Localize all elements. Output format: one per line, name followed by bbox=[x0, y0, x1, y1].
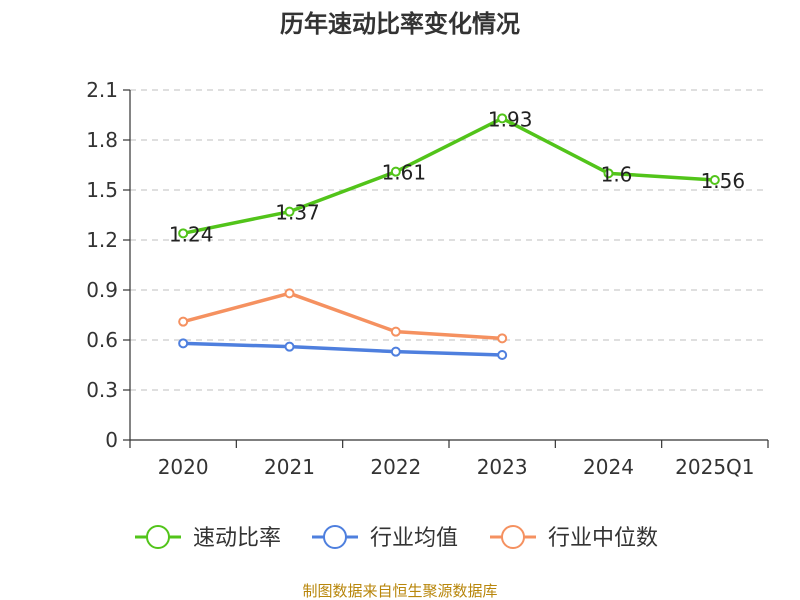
y-tick-label: 0.6 bbox=[86, 328, 118, 352]
legend-marker bbox=[146, 525, 170, 549]
source-note: 制图数据来自恒生聚源数据库 bbox=[302, 582, 497, 600]
y-tick-label: 0.3 bbox=[86, 378, 118, 402]
legend-label: 行业中位数 bbox=[548, 526, 658, 551]
y-tick-label: 0 bbox=[105, 428, 118, 452]
data-point[interactable] bbox=[284, 288, 295, 299]
legend-label: 行业均值 bbox=[370, 526, 458, 551]
data-label: 1.93 bbox=[488, 107, 533, 131]
y-tick-label: 2.1 bbox=[86, 78, 118, 102]
data-point[interactable] bbox=[497, 333, 508, 344]
y-tick-label: 1.8 bbox=[86, 128, 118, 152]
data-point[interactable] bbox=[603, 168, 614, 179]
axes: 0 0.3 0.6 0.9 1.2 1.5 1.8 2.1 2020 2021 2022 2023 20… bbox=[86, 78, 769, 479]
series-line bbox=[181, 341, 504, 357]
data-label: 1.6 bbox=[601, 162, 633, 186]
data-point[interactable] bbox=[178, 228, 189, 239]
y-tick-label: 1.5 bbox=[86, 178, 118, 202]
y-tick-label: 0.9 bbox=[86, 278, 118, 302]
series-line bbox=[181, 291, 504, 341]
x-tick-label: 2024 bbox=[583, 455, 634, 479]
x-tick-label: 2023 bbox=[477, 455, 528, 479]
data-label: 1.56 bbox=[701, 169, 746, 193]
x-tick-label: 2025Q1 bbox=[675, 455, 754, 479]
data-label: 1.24 bbox=[169, 222, 214, 246]
x-tick-label: 2022 bbox=[370, 455, 421, 479]
legend-item-0[interactable]: 速动比率 bbox=[135, 525, 281, 551]
y-tick-label: 1.2 bbox=[86, 228, 118, 252]
series-group bbox=[178, 113, 720, 360]
data-label: 1.61 bbox=[382, 161, 427, 185]
data-point[interactable] bbox=[709, 175, 720, 185]
x-tick-label: 2020 bbox=[158, 455, 209, 479]
series-0 bbox=[178, 113, 720, 239]
data-point[interactable] bbox=[497, 113, 508, 124]
data-point[interactable] bbox=[178, 316, 189, 327]
data-label: 1.37 bbox=[275, 201, 320, 225]
data-point[interactable] bbox=[178, 338, 189, 349]
legend-item-2[interactable]: 行业中位数 bbox=[490, 525, 658, 551]
data-point[interactable] bbox=[390, 166, 401, 177]
series-2 bbox=[178, 288, 508, 344]
grid bbox=[130, 89, 768, 391]
data-labels: 1.24 1.37 1.61 1.93 1.6 1.56 bbox=[169, 107, 745, 246]
legend-item-1[interactable]: 行业均值 bbox=[312, 525, 458, 551]
legend-marker bbox=[501, 525, 525, 549]
data-point[interactable] bbox=[284, 206, 295, 217]
legend-marker bbox=[323, 525, 347, 549]
x-tick-label: 2021 bbox=[264, 455, 315, 479]
data-point[interactable] bbox=[497, 350, 508, 360]
series-line bbox=[181, 116, 717, 236]
legend-label: 速动比率 bbox=[193, 526, 281, 551]
series-1 bbox=[178, 338, 508, 360]
data-point[interactable] bbox=[390, 326, 401, 337]
data-point[interactable] bbox=[390, 346, 401, 357]
legend[interactable]: 速动比率 行业均值 行业中位数 bbox=[135, 525, 658, 551]
chart-title: 历年速动比率变化情况 bbox=[280, 10, 520, 38]
data-point[interactable] bbox=[284, 341, 295, 352]
